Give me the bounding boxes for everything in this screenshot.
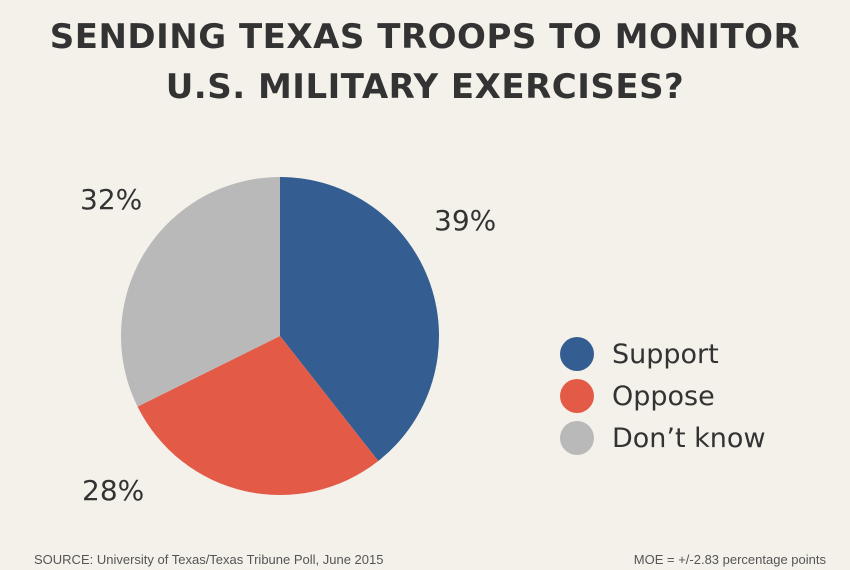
pie-slice-dont-know bbox=[120, 176, 280, 407]
pie-slices bbox=[120, 176, 439, 495]
legend-swatch-dont-know bbox=[560, 421, 594, 455]
chart-title-line-1: SENDING TEXAS TROOPS TO MONITOR bbox=[49, 17, 801, 57]
legend: Support Oppose Don’t know bbox=[560, 333, 766, 459]
legend-label-dont-know: Don’t know bbox=[612, 422, 766, 454]
pie-slice-oppose bbox=[137, 336, 379, 495]
legend-item-oppose: Oppose bbox=[560, 375, 766, 417]
legend-swatch-support bbox=[560, 337, 594, 371]
legend-item-dont-know: Don’t know bbox=[560, 417, 766, 459]
pct-label-dont-know: 32% bbox=[80, 183, 142, 216]
moe-note: MOE = +/-2.83 percentage points bbox=[633, 552, 826, 567]
pct-label-support: 39% bbox=[434, 204, 496, 237]
pie-slice-support bbox=[280, 177, 439, 461]
legend-label-support: Support bbox=[612, 338, 719, 370]
source-note: SOURCE: University of Texas/Texas Tribun… bbox=[34, 552, 384, 567]
legend-item-support: Support bbox=[560, 333, 766, 375]
chart-title: SENDING TEXAS TROOPS TO MONITOR U.S. MIL… bbox=[0, 12, 850, 112]
legend-swatch-oppose bbox=[560, 379, 594, 413]
pct-label-oppose: 28% bbox=[82, 474, 144, 507]
legend-label-oppose: Oppose bbox=[612, 380, 715, 412]
chart-title-line-2: U.S. MILITARY EXERCISES? bbox=[165, 67, 685, 107]
